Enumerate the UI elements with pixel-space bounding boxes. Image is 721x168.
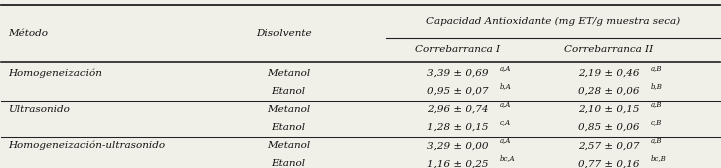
Text: Metanol: Metanol: [267, 105, 310, 114]
Text: 2,19 ± 0,46: 2,19 ± 0,46: [578, 69, 640, 78]
Text: Etanol: Etanol: [272, 159, 306, 168]
Text: Método: Método: [8, 29, 48, 38]
Text: 0,77 ± 0,16: 0,77 ± 0,16: [578, 159, 640, 168]
Text: Metanol: Metanol: [267, 141, 310, 150]
Text: a,A: a,A: [500, 64, 510, 72]
Text: 0,95 ± 0,07: 0,95 ± 0,07: [427, 87, 488, 96]
Text: Correbarranca I: Correbarranca I: [415, 45, 500, 54]
Text: c,A: c,A: [500, 118, 510, 126]
Text: bc,A: bc,A: [500, 154, 515, 162]
Text: 3,39 ± 0,69: 3,39 ± 0,69: [427, 69, 488, 78]
Text: Etanol: Etanol: [272, 123, 306, 132]
Text: a,A: a,A: [500, 100, 510, 108]
Text: b,A: b,A: [500, 82, 511, 90]
Text: a,B: a,B: [650, 64, 662, 72]
Text: Metanol: Metanol: [267, 69, 310, 78]
Text: Homogeneización: Homogeneización: [8, 69, 102, 78]
Text: Ultrasonido: Ultrasonido: [8, 105, 70, 114]
Text: 0,85 ± 0,06: 0,85 ± 0,06: [578, 123, 640, 132]
Text: 2,57 ± 0,07: 2,57 ± 0,07: [578, 141, 640, 150]
Text: 1,16 ± 0,25: 1,16 ± 0,25: [427, 159, 488, 168]
Text: 2,96 ± 0,74: 2,96 ± 0,74: [427, 105, 488, 114]
Text: Disolvente: Disolvente: [256, 29, 311, 38]
Text: 0,28 ± 0,06: 0,28 ± 0,06: [578, 87, 640, 96]
Text: Homogeneización-ultrasonido: Homogeneización-ultrasonido: [8, 141, 165, 151]
Text: a,B: a,B: [650, 136, 662, 144]
Text: 3,29 ± 0,00: 3,29 ± 0,00: [427, 141, 488, 150]
Text: bc,B: bc,B: [650, 154, 666, 162]
Text: b,B: b,B: [650, 82, 663, 90]
Text: Capacidad Antioxidante (mg ET/g muestra seca): Capacidad Antioxidante (mg ET/g muestra …: [426, 17, 680, 26]
Text: 1,28 ± 0,15: 1,28 ± 0,15: [427, 123, 488, 132]
Text: 2,10 ± 0,15: 2,10 ± 0,15: [578, 105, 640, 114]
Text: Etanol: Etanol: [272, 87, 306, 96]
Text: a,B: a,B: [650, 100, 662, 108]
Text: a,A: a,A: [500, 136, 510, 144]
Text: c,B: c,B: [650, 118, 662, 126]
Text: Correbarranca II: Correbarranca II: [564, 45, 653, 54]
